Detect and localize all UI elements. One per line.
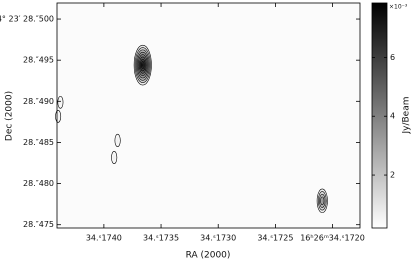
source-intensity	[134, 45, 152, 86]
contour	[139, 58, 146, 72]
contour	[133, 44, 152, 86]
source-intensity	[114, 134, 121, 147]
plot-area	[57, 3, 360, 228]
y-axis-label: Dec (2000)	[5, 91, 15, 141]
source	[133, 44, 152, 86]
y-tick-label: 28.″495	[23, 56, 54, 65]
source	[316, 188, 328, 214]
source	[55, 110, 62, 123]
contour	[316, 188, 328, 214]
x-tick-label: 34.ˢ1730	[200, 234, 236, 243]
x-tick-label: 16ʰ26ᵐ34.ˢ1720	[300, 234, 365, 243]
source	[57, 95, 64, 109]
y-tick-label: 28.″485	[23, 138, 54, 147]
y-tick-label: 28.″490	[23, 97, 54, 106]
x-tick-label: 34.ˢ1740	[86, 234, 122, 243]
contour	[134, 47, 151, 83]
colorbar-label: Jy/Beam	[402, 96, 412, 134]
contour	[111, 150, 118, 165]
source-intensity	[111, 151, 117, 164]
source	[111, 150, 118, 165]
colorbar-tick-label: 2	[390, 171, 395, 180]
y-tick-label: 28.″480	[23, 179, 54, 188]
contour	[136, 51, 149, 79]
contour	[137, 54, 148, 76]
contour	[317, 191, 327, 211]
contour	[55, 110, 62, 123]
contour	[320, 196, 325, 206]
x-tick-label: 34.ˢ1735	[143, 234, 179, 243]
contour	[319, 193, 326, 208]
source	[114, 133, 121, 148]
x-axis-label: RA (2000)	[186, 251, 231, 261]
contour	[138, 56, 147, 74]
contour	[57, 95, 64, 109]
colorbar-tick-label: 6	[390, 53, 395, 62]
plot-frame	[56, 2, 361, 229]
colorbar-tick-label: 4	[390, 112, 395, 121]
contour	[135, 49, 150, 81]
source-intensity	[317, 188, 328, 213]
contour	[114, 133, 121, 148]
colorbar	[371, 2, 388, 229]
y-tick-label: 28.″475	[23, 220, 54, 229]
contour	[140, 61, 145, 69]
x-tick-label: 34.ˢ1725	[257, 234, 293, 243]
colorbar-scale: ×10⁻³	[389, 4, 408, 11]
y-tick-label: −24° 23′ 28.″500	[0, 15, 54, 24]
